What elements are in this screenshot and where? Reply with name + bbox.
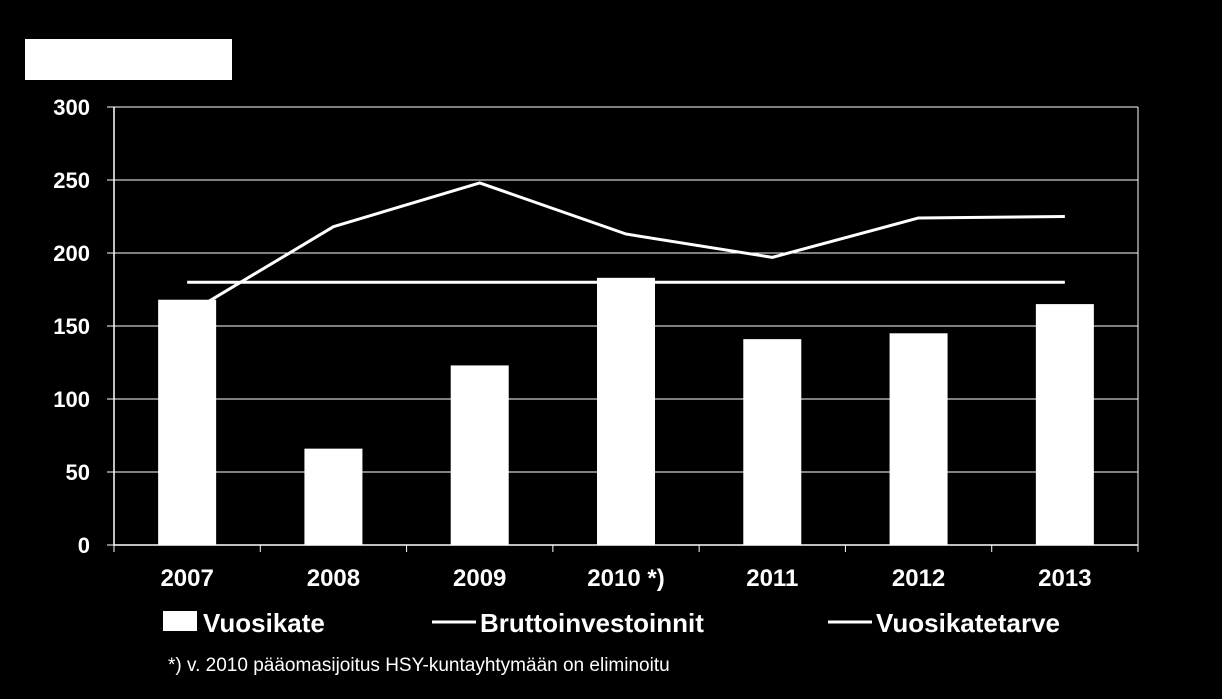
title-placeholder-box [25, 39, 232, 80]
line-bruttoinvestoinnit [186, 181, 1065, 316]
y-tick-label: 0 [78, 533, 90, 558]
y-tick-label: 250 [53, 168, 90, 193]
lines [186, 181, 1065, 316]
legend-label: Vuosikate [203, 608, 325, 638]
y-axis-ticks: 0 50 100 150 200 250 300 [53, 95, 114, 558]
bar-vuosikate [1035, 304, 1094, 545]
legend-label: Vuosikatetarve [876, 608, 1060, 638]
bar-vuosikate [597, 277, 655, 545]
x-tick-label: 2007 [160, 565, 213, 592]
bars [158, 277, 1094, 545]
y-tick-label: 300 [53, 95, 90, 120]
x-tick-label: 2013 [1038, 565, 1091, 592]
bar-vuosikate [158, 299, 217, 545]
y-tick-label: 50 [66, 460, 90, 485]
bar-vuosikate [743, 339, 802, 545]
x-axis-ticks: 2007 2008 2009 2010 *) 2011 2012 2013 [113, 545, 1139, 592]
x-tick-label: 2011 [746, 565, 798, 592]
x-tick-label: 2010 *) [587, 565, 664, 592]
legend-label: Bruttoinvestoinnit [480, 608, 704, 638]
x-tick-label: 2012 [892, 565, 945, 592]
bar-vuosikate [304, 448, 363, 545]
y-tick-label: 100 [53, 387, 90, 412]
y-tick-label: 150 [53, 314, 90, 339]
axes [113, 107, 1139, 546]
bar-vuosikate [450, 365, 509, 545]
bar-vuosikate [889, 333, 948, 545]
x-tick-label: 2009 [453, 565, 506, 592]
legend: Vuosikate Bruttoinvestoinnit Vuosikatetarv… [163, 608, 1060, 638]
y-tick-label: 200 [53, 241, 90, 266]
x-tick-label: 2008 [307, 565, 360, 592]
legend-swatch-bar [163, 611, 197, 631]
footnote: *) v. 2010 pääomasijoitus HSY-kuntayhtym… [168, 655, 670, 676]
